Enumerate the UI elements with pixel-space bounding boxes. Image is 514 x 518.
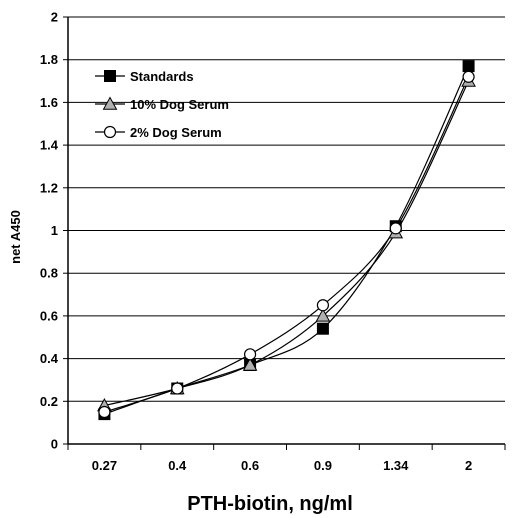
y-tick-label: 1.2 <box>40 180 58 195</box>
x-tick-label: 0.9 <box>314 458 332 473</box>
series-lines <box>97 60 476 421</box>
x-axis-title: PTH-biotin, ng/ml <box>187 493 353 515</box>
data-point-standards <box>462 60 475 73</box>
data-point-2-dog-serum <box>243 348 257 361</box>
data-point-2-dog-serum <box>98 405 111 419</box>
gridlines <box>68 16 505 402</box>
legend-marker <box>102 96 118 110</box>
data-point-10-dog-serum <box>242 357 258 371</box>
y-tick-label: 0.6 <box>40 308 58 323</box>
y-tick-label: 2 <box>51 10 58 25</box>
x-tick-label: 1.34 <box>383 458 409 473</box>
y-tick-label: 1.4 <box>40 138 59 153</box>
series-line-standards <box>104 65 470 415</box>
y-tick-label: 1.6 <box>40 95 58 110</box>
data-point-2-dog-serum <box>316 299 330 312</box>
y-tick-label: 1 <box>51 223 58 238</box>
data-point-2-dog-serum <box>462 70 475 83</box>
legend: Standards 10% Dog Serum 2% Dog Serum <box>95 69 229 140</box>
legend-item-10-dog-serum: 10% Dog Serum <box>95 96 229 112</box>
y-tick-label: 1.8 <box>40 52 58 67</box>
legend-label: 10% Dog Serum <box>130 97 229 112</box>
y-tick-label: 0.2 <box>40 394 58 409</box>
axes: 0 0.2 0.4 0.6 0.8 1 1.2 1.4 1.6 1.8 2 0.27 0.4 0.6 0.9… <box>40 10 506 473</box>
y-tick-label: 0.4 <box>40 351 59 366</box>
data-point-standards <box>316 322 329 335</box>
data-point-2-dog-serum <box>389 222 402 235</box>
y-tick-label: 0 <box>51 437 58 452</box>
data-point-2-dog-serum <box>171 382 184 395</box>
legend-marker <box>104 70 116 82</box>
legend-marker <box>103 125 117 139</box>
legend-item-2-dog-serum: 2% Dog Serum <box>95 125 222 140</box>
data-point-10-dog-serum <box>315 308 331 322</box>
x-tick-label: 0.27 <box>92 458 117 473</box>
x-tick-label: 0.4 <box>168 458 187 473</box>
x-tick-label: 0.6 <box>241 458 259 473</box>
x-tick-label: 2 <box>465 458 472 473</box>
y-tick-label: 0.8 <box>40 266 58 281</box>
legend-label: 2% Dog Serum <box>130 125 222 140</box>
y-axis-title: net A450 <box>8 210 23 264</box>
legend-label: Standards <box>130 69 194 84</box>
legend-item-standards: Standards <box>95 69 194 84</box>
